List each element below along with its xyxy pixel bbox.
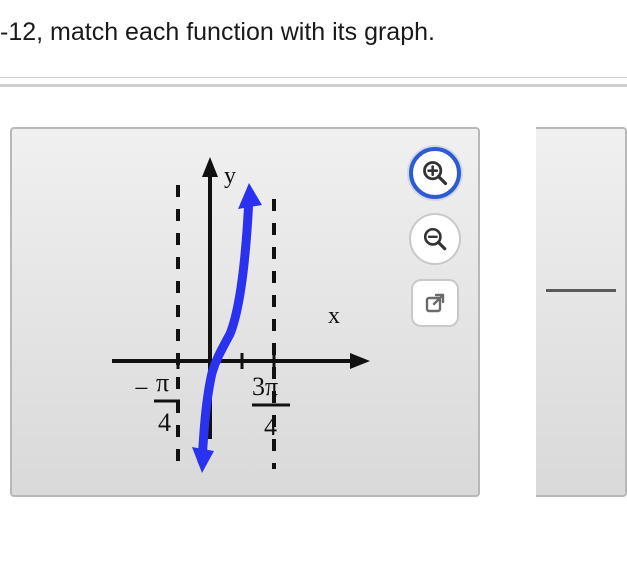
external-link-icon: [423, 291, 447, 315]
right-asymptote-den: 4: [264, 412, 277, 441]
divider: [0, 77, 627, 78]
popout-button[interactable]: [411, 279, 459, 327]
adjacent-panel-line: [546, 289, 616, 292]
zoom-out-icon: [422, 226, 448, 252]
left-asymptote-den: 4: [158, 408, 171, 437]
right-asymptote-num: 3π: [252, 372, 278, 401]
y-axis-label: y: [224, 163, 236, 189]
adjacent-panel: [536, 127, 627, 497]
x-axis-label: x: [328, 303, 340, 329]
zoom-in-icon: [421, 159, 449, 187]
instruction-text: -12, match each function with its graph.: [0, 0, 627, 77]
left-asymptote-num: π: [156, 368, 169, 397]
svg-text:−: −: [134, 374, 149, 403]
tool-column: [406, 147, 464, 327]
divider-thick: [0, 84, 627, 87]
zoom-out-button[interactable]: [409, 213, 461, 265]
tangent-chart: y x − π 4 3π: [112, 149, 392, 479]
zoom-in-button[interactable]: [409, 147, 461, 199]
graph-panel: y x − π 4 3π: [10, 127, 480, 497]
